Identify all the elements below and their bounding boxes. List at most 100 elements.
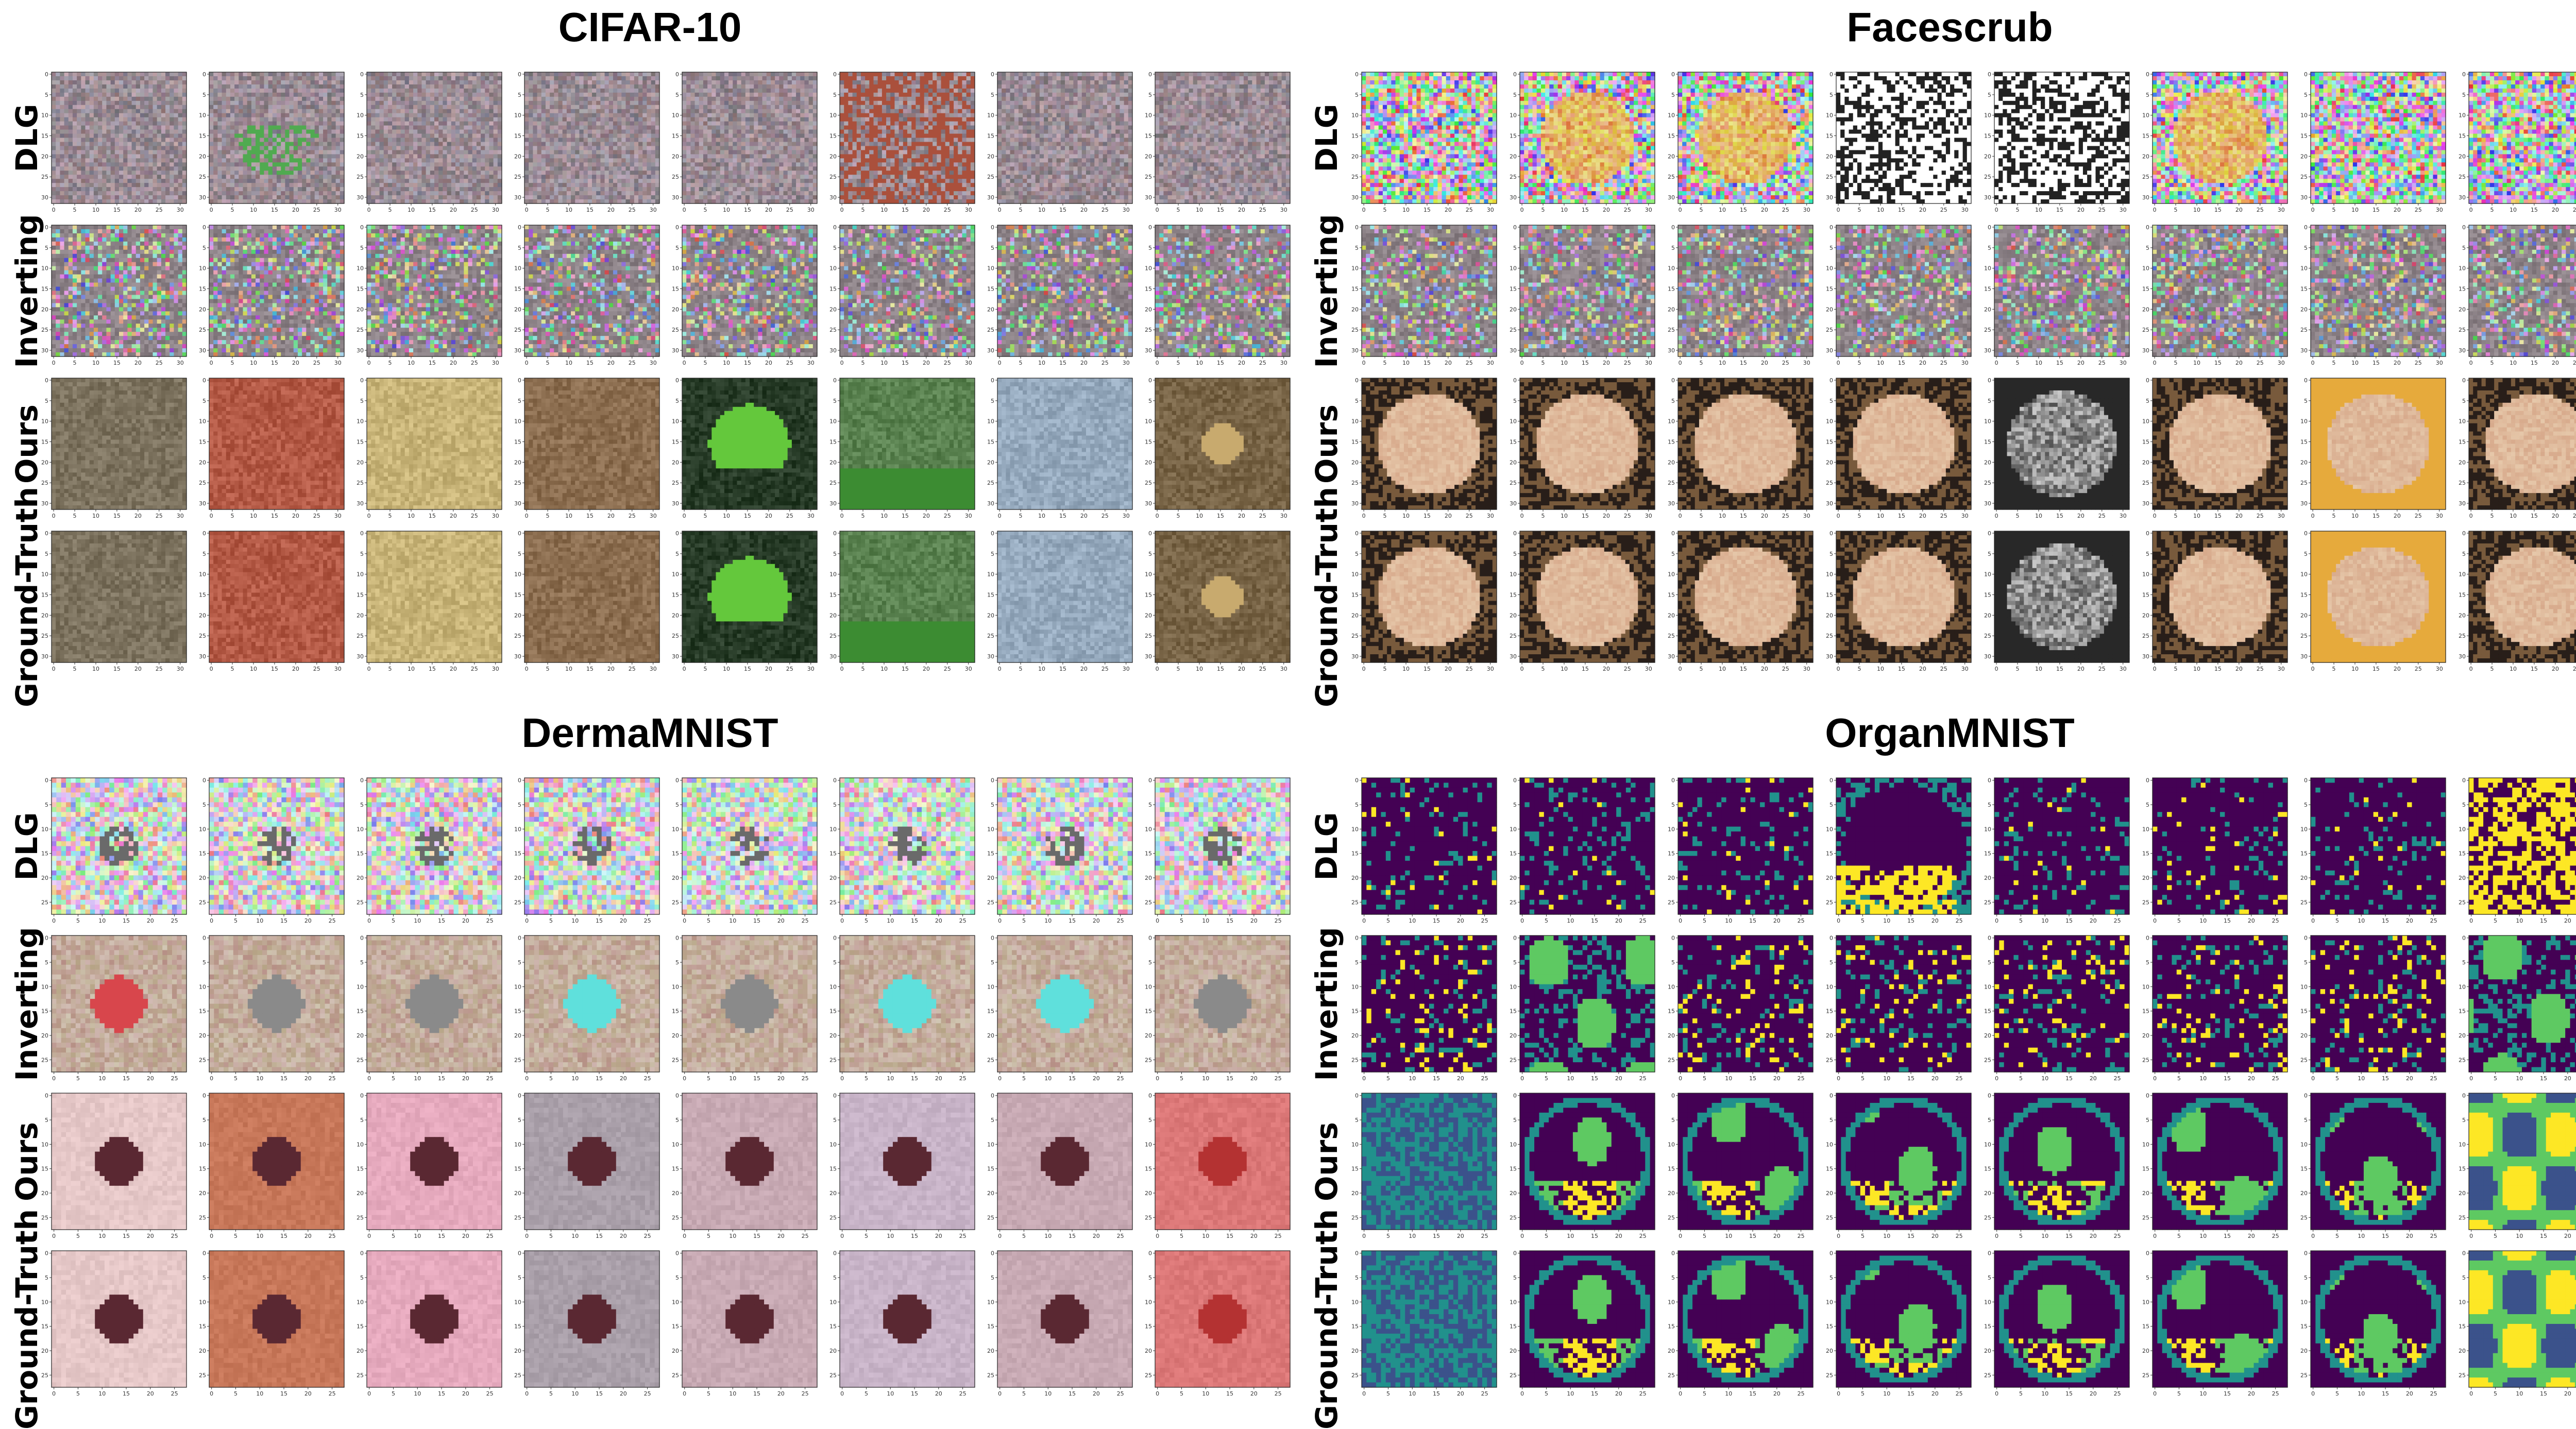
x-tick-label: 10: [1561, 360, 1568, 366]
x-tick-label: 0: [1995, 207, 1998, 213]
x-tick-label: 25: [2114, 1233, 2121, 1239]
y-tick-label: 10: [514, 826, 521, 832]
y-tick-label: 15: [199, 850, 206, 857]
x-tick-label: 0: [840, 360, 844, 366]
y-tick-label: 5: [45, 802, 48, 808]
y-tick-label: 15: [672, 1323, 679, 1330]
y-tick-label: 5: [1671, 959, 1675, 966]
x-tick-label: 10: [1202, 1390, 1209, 1397]
x-tick-label: 15: [113, 360, 121, 366]
y-tick-label: 5: [1148, 1117, 1152, 1124]
pixel-grid: [52, 935, 187, 1073]
x-tick-label: 15: [1582, 666, 1589, 672]
y-tick-label: 5: [2462, 1274, 2466, 1281]
y-tick-label: 0: [2304, 377, 2308, 384]
x-tick-label: 15: [2382, 1233, 2389, 1239]
x-tick-label: 10: [414, 1233, 421, 1239]
y-tick-label: 20: [829, 153, 837, 160]
x-tick-label: 15: [2531, 513, 2538, 519]
x-tick-label: 5: [73, 666, 77, 672]
x-tick-label: 5: [707, 1390, 710, 1397]
y-tick-label: 0: [45, 935, 48, 942]
y-tick-label: 30: [41, 653, 48, 660]
y-tick-label: 5: [360, 245, 364, 251]
x-tick-label: 0: [2469, 1390, 2473, 1397]
y-tick-label: 0: [2462, 1093, 2466, 1099]
y-tick-label: 10: [1351, 826, 1359, 832]
y-tick-label: 0: [45, 777, 48, 784]
y-tick-label: 0: [360, 777, 364, 784]
x-tick-label: 0: [1837, 1390, 1840, 1397]
x-tick-label: 30: [492, 207, 499, 213]
x-tick-label: 10: [887, 917, 894, 924]
x-tick-label: 15: [2065, 1233, 2073, 1239]
x-tick-label: 20: [620, 917, 627, 924]
y-tick-label: 15: [357, 439, 364, 446]
x-tick-label: 15: [1423, 666, 1431, 672]
x-tick-label: 0: [367, 917, 371, 924]
y-tick-label: 15: [514, 1323, 521, 1330]
pixel-grid: [52, 1093, 187, 1230]
y-tick-label: 0: [833, 1093, 837, 1099]
y-tick-label: 20: [357, 1190, 364, 1197]
y-tick-label: 0: [518, 530, 521, 537]
y-tick-label: 20: [2459, 1032, 2466, 1039]
x-tick-label: 20: [462, 917, 469, 924]
y-tick-label: 25: [1668, 633, 1675, 639]
x-tick-label: 5: [1861, 917, 1865, 924]
y-tick-label: 20: [357, 1032, 364, 1039]
x-tick-label: 30: [965, 360, 972, 366]
y-tick-label: 30: [1826, 500, 1833, 507]
pixel-grid: [367, 378, 502, 510]
y-tick-label: 25: [2142, 899, 2149, 906]
x-tick-label: 0: [2311, 1075, 2315, 1082]
x-tick-label: 5: [388, 360, 392, 366]
y-tick-label: 20: [41, 1190, 48, 1197]
y-tick-label: 20: [829, 459, 837, 466]
y-tick-label: 15: [199, 439, 206, 446]
x-tick-label: 25: [786, 207, 793, 213]
y-tick-label: 10: [2459, 418, 2466, 425]
x-tick-label: 0: [1679, 513, 1682, 519]
y-tick-label: 0: [1671, 1093, 1675, 1099]
y-tick-label: 5: [1513, 1274, 1517, 1281]
x-tick-label: 25: [2415, 666, 2422, 672]
x-tick-label: 0: [1156, 917, 1159, 924]
x-tick-label: 10: [2193, 666, 2200, 672]
x-tick-label: 15: [1423, 360, 1431, 366]
y-tick-label: 25: [1984, 480, 1991, 486]
x-tick-label: 25: [1940, 513, 1947, 519]
x-tick-label: 5: [2177, 917, 2181, 924]
y-tick-label: 10: [1826, 418, 1833, 425]
x-tick-label: 5: [231, 513, 234, 519]
y-tick-label: 5: [1671, 398, 1675, 404]
y-tick-label: 20: [1351, 306, 1359, 313]
y-tick-label: 30: [1984, 500, 1991, 507]
x-tick-label: 30: [1803, 513, 1810, 519]
y-tick-label: 15: [987, 592, 994, 599]
y-tick-label: 20: [1351, 1190, 1359, 1197]
x-tick-label: 10: [2193, 207, 2200, 213]
x-tick-label: 15: [1907, 1233, 1914, 1239]
y-tick-label: 10: [1145, 1299, 1152, 1305]
x-tick-label: 20: [1761, 666, 1768, 672]
y-tick-label: 25: [1984, 1214, 1991, 1221]
x-tick-label: 15: [1591, 1075, 1598, 1082]
x-tick-label: 15: [2214, 207, 2222, 213]
y-tick-label: 10: [1984, 1299, 1991, 1305]
pixel-grid: [840, 778, 975, 915]
x-tick-label: 30: [2278, 666, 2285, 672]
y-tick-label: 10: [2459, 571, 2466, 578]
x-tick-label: 0: [367, 1390, 371, 1397]
